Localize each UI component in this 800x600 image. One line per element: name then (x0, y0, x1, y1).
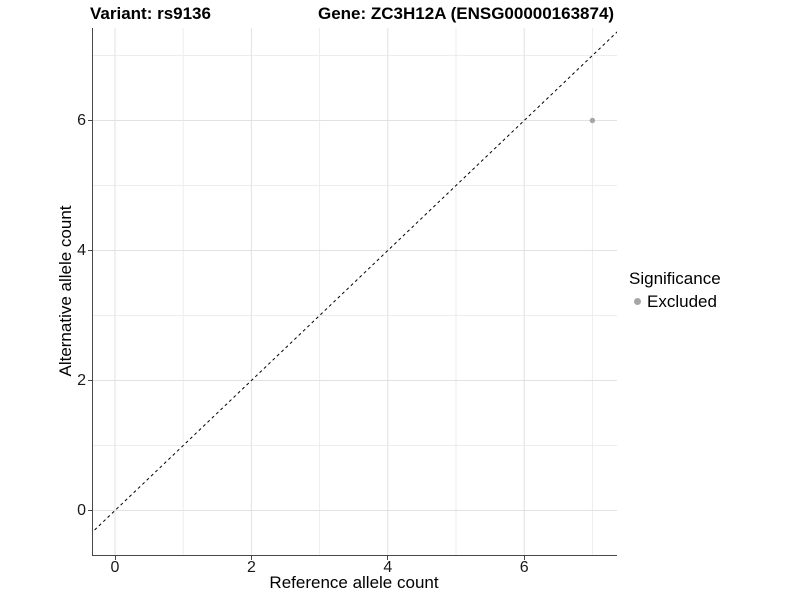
legend-item: Excluded (629, 292, 721, 311)
x-tick-label: 4 (383, 559, 393, 576)
x-tick-label: 6 (519, 559, 529, 576)
y-tick-mark (88, 120, 92, 121)
y-tick-label: 6 (77, 111, 86, 129)
x-tick-label: 2 (246, 559, 256, 576)
x-tick-mark (250, 556, 252, 560)
x-tick-label: 0 (110, 559, 120, 576)
x-axis-title: Reference allele count (269, 573, 439, 592)
legend-title: Significance (629, 269, 721, 288)
x-tick-mark (523, 556, 525, 560)
x-tick-mark (387, 556, 389, 560)
identity-line (93, 31, 617, 533)
y-tick-mark (88, 510, 92, 511)
variant-title: Variant: rs9136 (90, 4, 211, 23)
data-point (589, 117, 596, 124)
legend-point-icon (634, 298, 641, 305)
legend: Significance Excluded (629, 269, 721, 311)
y-tick-mark (88, 250, 92, 251)
legend-items: Excluded (629, 292, 721, 311)
y-tick-label: 2 (77, 371, 86, 389)
y-tick-mark (88, 380, 92, 381)
x-tick-mark (114, 556, 116, 560)
plot-canvas (93, 28, 617, 555)
gene-title: Gene: ZC3H12A (ENSG00000163874) (318, 4, 615, 23)
y-axis-title: Alternative allele count (56, 205, 75, 377)
y-tick-label: 4 (77, 241, 86, 259)
legend-item-label: Excluded (647, 292, 717, 311)
plot-panel (92, 28, 617, 556)
y-tick-label: 0 (77, 501, 86, 519)
